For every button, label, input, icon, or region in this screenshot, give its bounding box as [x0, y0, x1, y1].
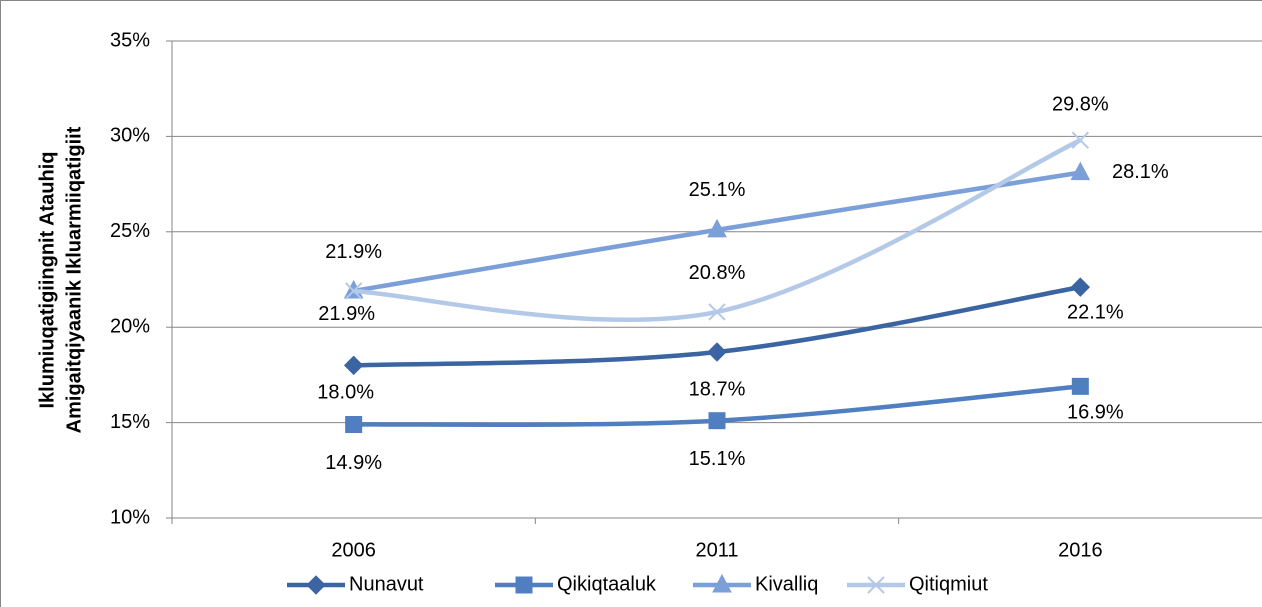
marker [306, 575, 326, 595]
data-label: 29.8% [1052, 93, 1109, 115]
marker [515, 576, 533, 594]
marker [1071, 377, 1089, 395]
x-tick-label: 2011 [695, 539, 738, 561]
y-tick-label: 30% [110, 125, 150, 147]
marker [708, 412, 726, 430]
y-tick-label: 35% [110, 29, 150, 51]
data-label: 18.7% [689, 378, 746, 400]
series: 14.9% 15.1% 16.9% [325, 377, 1124, 474]
marker [707, 218, 727, 238]
series: 21.9% 20.8% 29.8% [318, 93, 1109, 325]
marker [712, 573, 732, 593]
legend-label: Qikiqtaaluk [557, 573, 657, 595]
data-label: 28.1% [1112, 161, 1169, 183]
legend-entry: Kivalliq [693, 573, 818, 595]
x-tick-label: 2016 [1058, 539, 1103, 561]
x-tick-label: 2006 [331, 539, 376, 561]
data-label: 14.9% [325, 452, 382, 474]
marker [1070, 161, 1091, 181]
marker [708, 303, 726, 321]
legend-entry: Nunavut [287, 573, 424, 595]
data-label: 21.9% [325, 241, 382, 263]
series: 18.0% 18.7% 22.1% [317, 277, 1124, 404]
y-axis-title-line: Iklumiuqatigiingnit Atauhiq [36, 151, 58, 408]
data-label: 25.1% [689, 179, 746, 201]
y-axis-title-line: Amigaitqiyaanik Ikluarmiiqatigiit [63, 126, 85, 433]
data-label: 20.8% [689, 262, 746, 284]
legend-entry: Qikiqtaaluk [495, 573, 657, 595]
data-label: 15.1% [689, 448, 746, 470]
marker [344, 282, 363, 300]
y-tick-label: 10% [110, 506, 150, 528]
legend-label: Kivalliq [755, 573, 818, 595]
y-tick-label: 15% [110, 411, 150, 433]
marker [1071, 131, 1090, 149]
data-label: 21.9% [318, 303, 375, 325]
y-tick-label: 25% [110, 220, 150, 242]
marker [343, 355, 364, 376]
y-axis-title: Iklumiuqatigiingnit Atauhiq Amigaitqiyaa… [36, 126, 85, 433]
marker [345, 416, 363, 434]
data-label: 22.1% [1067, 301, 1124, 323]
marker [1070, 277, 1091, 297]
legend-entry: Qitiqmiut [847, 573, 988, 595]
marker [707, 342, 727, 362]
data-label: 18.0% [317, 382, 374, 404]
legend-label: Nunavut [349, 573, 424, 595]
data-label: 16.9% [1067, 402, 1124, 424]
legend-label: Qitiqmiut [909, 573, 988, 595]
y-tick-label: 20% [110, 315, 150, 337]
marker [867, 576, 885, 594]
